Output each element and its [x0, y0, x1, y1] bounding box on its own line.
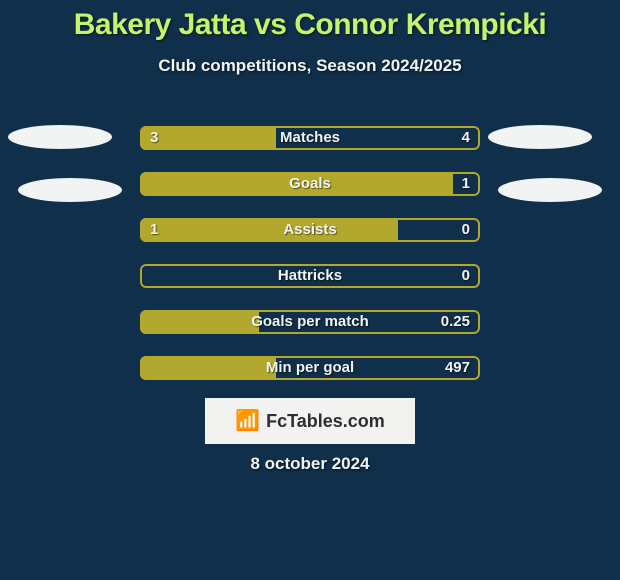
stat-bar: 34Matches [140, 126, 480, 150]
player-right-oval-1 [488, 125, 592, 149]
stat-label: Assists [140, 218, 480, 242]
stat-bars: 34Matches 1Goals 10Assists 0Hattricks 0.25Go… [140, 126, 480, 402]
player-right-oval-2 [498, 178, 602, 202]
player-left-oval-1 [8, 125, 112, 149]
subtitle: Club competitions, Season 2024/2025 [0, 56, 620, 76]
player-left-oval-2 [18, 178, 122, 202]
chart-icon: 📶 [235, 411, 260, 431]
page-title: Bakery Jatta vs Connor Krempicki [0, 0, 620, 42]
comparison-card: Bakery Jatta vs Connor Krempicki Club co… [0, 0, 620, 580]
stat-label: Hattricks [140, 264, 480, 288]
stat-bar: 1Goals [140, 172, 480, 196]
stat-label: Min per goal [140, 356, 480, 380]
stat-label: Matches [140, 126, 480, 150]
stat-label: Goals per match [140, 310, 480, 334]
stat-label: Goals [140, 172, 480, 196]
stat-bar: 0.25Goals per match [140, 310, 480, 334]
stat-bar: 0Hattricks [140, 264, 480, 288]
site-badge[interactable]: 📶 FcTables.com [205, 398, 415, 444]
stat-bar: 497Min per goal [140, 356, 480, 380]
dateline: 8 october 2024 [0, 454, 620, 474]
stat-bar: 10Assists [140, 218, 480, 242]
site-name: FcTables.com [266, 411, 385, 432]
